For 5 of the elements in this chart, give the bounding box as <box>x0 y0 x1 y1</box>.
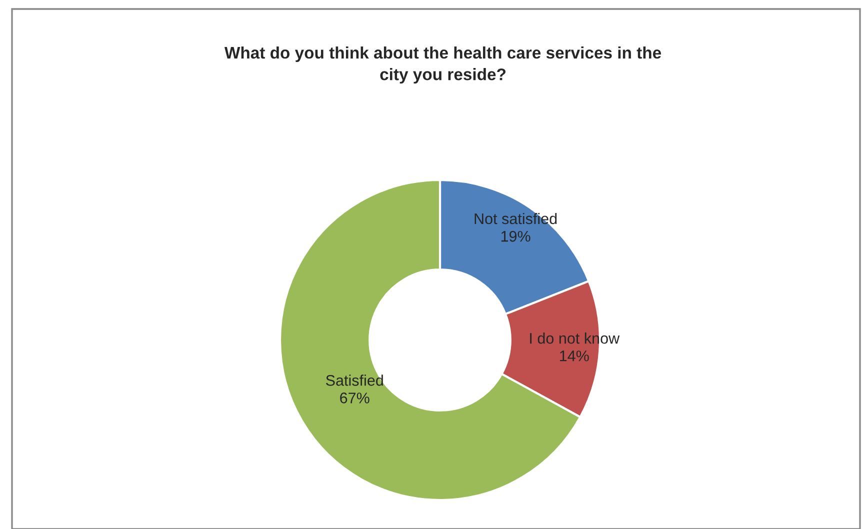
data-label: 14% <box>560 350 589 362</box>
data-label: 67% <box>340 392 370 404</box>
chart-title: What do you think about the health care services in the city you reside? <box>224 46 662 84</box>
data-label: 19% <box>501 230 530 242</box>
slice-label: Satisfied <box>326 374 383 386</box>
